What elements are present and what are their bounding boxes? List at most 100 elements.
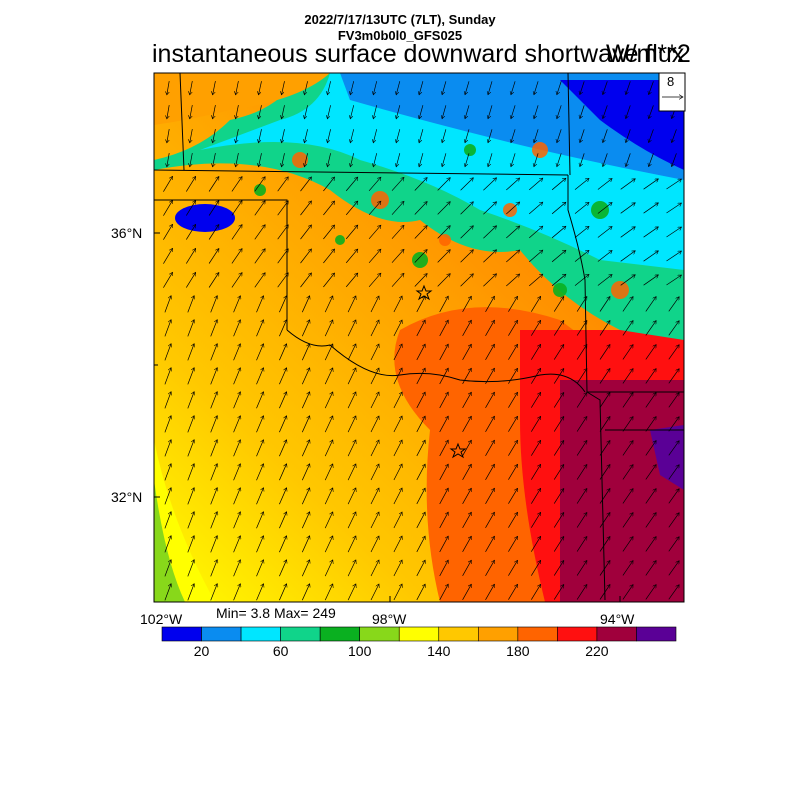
wind-arrow <box>256 296 264 313</box>
wind-arrow <box>190 153 193 167</box>
wind-arrow <box>599 393 610 408</box>
wind-arrow <box>345 225 358 240</box>
wind-arrow <box>190 129 193 143</box>
wind-arrow <box>462 440 472 456</box>
wind-arrow <box>304 153 308 167</box>
wind-arrow <box>622 393 633 408</box>
wind-arrow <box>391 201 404 215</box>
wind-arrow <box>186 224 196 240</box>
colorbar-cell <box>319 626 360 642</box>
wind-arrow <box>282 81 285 95</box>
wind-arrow <box>164 368 171 385</box>
wind-arrow <box>163 248 173 264</box>
wind-arrow <box>485 416 495 432</box>
wind-arrow <box>603 81 608 94</box>
wind-arrow <box>645 369 656 384</box>
wind-arrow <box>551 178 566 191</box>
wind-arrow <box>462 536 472 552</box>
wind-arrow <box>186 272 196 288</box>
wind-arrow <box>534 81 539 94</box>
wind-arrow <box>208 201 219 216</box>
wind-arrow <box>163 176 173 192</box>
wind-arrow <box>373 153 378 167</box>
wind-arrow <box>576 584 587 600</box>
wind-arrow <box>231 201 242 216</box>
wind-arrow <box>416 512 425 529</box>
wind-arrow <box>327 81 331 95</box>
wind-arrow <box>393 464 402 481</box>
wind-arrow <box>164 464 171 481</box>
wind-arrow <box>645 537 656 552</box>
wind-arrow <box>350 129 355 143</box>
wind-arrow <box>531 320 541 336</box>
wind-arrow <box>396 153 401 167</box>
wind-arrow <box>645 393 656 408</box>
wind-arrow <box>393 584 402 601</box>
wind-arrow <box>256 320 264 337</box>
wind-arrow <box>551 274 566 287</box>
wind-arrow <box>347 512 356 529</box>
wind-arrow <box>231 273 242 288</box>
wind-arrow <box>370 536 379 553</box>
wind-arrow <box>599 513 610 528</box>
wind-arrow <box>327 129 331 143</box>
wind-arrow <box>439 392 449 409</box>
wind-arrow <box>576 560 587 576</box>
wind-arrow <box>213 129 216 143</box>
wind-arrow <box>279 416 286 433</box>
wind-arrow <box>279 512 286 529</box>
wind-arrow <box>442 105 447 118</box>
state-boundaries <box>154 73 684 601</box>
wind-arrow <box>460 274 474 287</box>
lat-label-36n: 36°N <box>111 225 143 241</box>
wind-arrow <box>208 273 219 288</box>
wind-arrow <box>300 225 312 240</box>
wind-arrow <box>300 177 312 192</box>
wind-arrow <box>370 416 379 433</box>
wind-arrow <box>485 320 495 336</box>
wind-arrow <box>347 368 356 385</box>
wind-arrow <box>210 392 218 409</box>
wind-arrow <box>164 416 171 433</box>
wind-arrow <box>620 227 636 238</box>
wind-arrow <box>279 368 286 385</box>
wind-arrow <box>236 153 239 167</box>
wind-arrow <box>279 536 286 553</box>
wind-arrow <box>508 320 518 336</box>
wind-arrow <box>622 585 633 600</box>
wind-arrow <box>442 129 447 142</box>
field-orange-northwest <box>154 73 330 125</box>
wind-arrow <box>553 416 565 432</box>
colorbar-tick-label: 20 <box>193 643 210 659</box>
wind-arrow <box>576 416 587 432</box>
wind-arrow <box>645 345 656 360</box>
lon-label-94w: 94°W <box>600 611 635 627</box>
wind-arrow <box>324 440 333 457</box>
colorbar-cell <box>359 626 400 642</box>
wind-arrow <box>531 416 541 432</box>
wind-arrow <box>164 488 171 505</box>
wind-arrow <box>396 105 401 119</box>
units-title: W/m**2 <box>606 40 691 68</box>
wind-arrow <box>506 274 519 287</box>
colorbar-cell <box>636 626 677 642</box>
wind-arrow <box>373 105 378 119</box>
wind-arrow <box>626 105 631 118</box>
wind-arrow <box>508 488 518 504</box>
colorbar <box>161 626 677 642</box>
wind-arrow <box>300 249 312 264</box>
wind-arrow <box>324 416 333 433</box>
wind-arrow <box>649 129 654 142</box>
wind-arrow <box>553 584 565 600</box>
wind-arrow <box>666 203 682 214</box>
wind-arrow <box>190 81 193 95</box>
wind-arrow <box>668 513 679 528</box>
wind-arrow <box>508 296 518 312</box>
wind-arrow <box>345 273 358 288</box>
wind-arrow <box>231 177 242 192</box>
wind-arrow <box>576 536 587 552</box>
wind-arrow <box>324 344 333 361</box>
wind-arrow <box>414 226 427 239</box>
wind-arrow <box>531 512 541 528</box>
wind-arrow <box>551 226 566 239</box>
